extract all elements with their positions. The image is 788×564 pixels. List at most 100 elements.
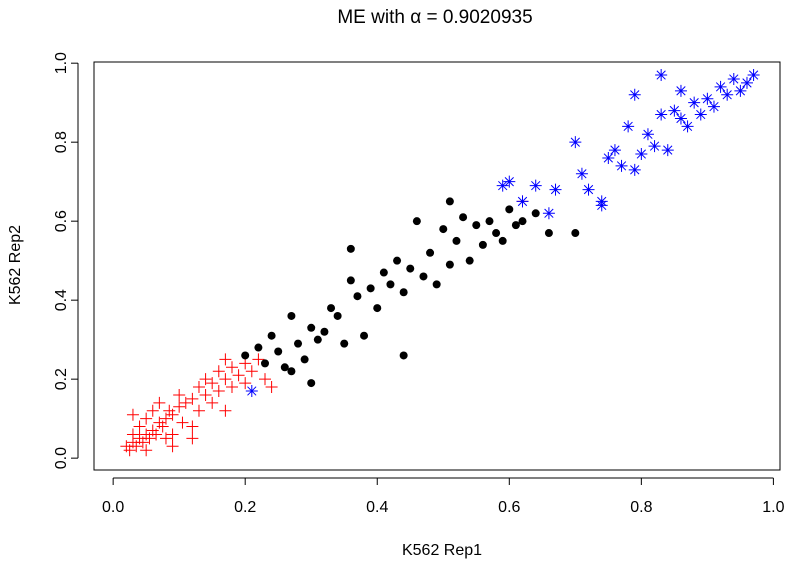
- point: [143, 432, 156, 445]
- point: [628, 88, 641, 101]
- point: [668, 104, 681, 117]
- point: [694, 108, 707, 121]
- point: [734, 84, 747, 97]
- point: [173, 388, 186, 401]
- point: [287, 367, 296, 376]
- point: [232, 369, 245, 382]
- y-tick-label: 0.4: [53, 289, 70, 311]
- point: [608, 144, 621, 157]
- point: [478, 240, 487, 249]
- x-tick-label: 0.8: [630, 499, 652, 516]
- point: [582, 183, 595, 196]
- point: [199, 388, 212, 401]
- point: [399, 351, 408, 360]
- point: [156, 420, 169, 433]
- x-tick-label: 1.0: [762, 499, 784, 516]
- point: [445, 197, 454, 206]
- point: [173, 400, 186, 413]
- point: [126, 428, 139, 441]
- chart-title: ME with α = 0.9020935: [337, 7, 532, 28]
- point: [153, 396, 166, 409]
- point: [186, 420, 199, 433]
- point: [245, 385, 258, 398]
- point: [445, 260, 454, 269]
- point: [648, 140, 661, 153]
- point: [439, 225, 448, 234]
- point: [219, 373, 232, 386]
- point: [459, 213, 468, 222]
- point: [294, 339, 303, 348]
- point: [219, 353, 232, 366]
- point: [714, 80, 727, 93]
- point: [179, 396, 192, 409]
- point: [655, 108, 668, 121]
- point: [747, 69, 760, 82]
- point: [531, 209, 540, 218]
- point: [595, 199, 608, 212]
- point: [340, 339, 349, 348]
- point: [225, 361, 238, 374]
- point: [252, 353, 265, 366]
- point: [505, 205, 514, 214]
- point: [465, 256, 474, 265]
- point: [628, 163, 641, 176]
- point: [212, 365, 225, 378]
- x-tick-label: 0.4: [366, 499, 388, 516]
- point: [274, 347, 283, 356]
- point: [333, 311, 342, 320]
- point: [641, 128, 654, 141]
- point: [503, 175, 516, 188]
- point: [140, 412, 153, 425]
- point: [261, 359, 270, 368]
- point: [267, 331, 276, 340]
- x-tick-label: 0.6: [498, 499, 520, 516]
- point: [635, 148, 648, 161]
- point: [575, 167, 588, 180]
- point: [544, 229, 553, 238]
- point: [542, 207, 555, 220]
- point: [472, 221, 481, 230]
- point: [126, 408, 139, 421]
- point: [615, 159, 628, 172]
- point: [569, 136, 582, 149]
- point: [206, 396, 219, 409]
- point: [498, 236, 507, 245]
- point: [432, 280, 441, 289]
- y-tick-label: 0.0: [53, 447, 70, 469]
- point: [166, 408, 179, 421]
- y-tick-label: 0.2: [53, 368, 70, 390]
- point: [399, 288, 408, 297]
- point: [393, 256, 402, 265]
- point: [622, 120, 635, 133]
- point: [186, 432, 199, 445]
- point: [259, 373, 272, 386]
- point: [426, 248, 435, 257]
- point: [313, 335, 322, 344]
- point: [287, 311, 296, 320]
- point: [159, 412, 172, 425]
- point: [707, 100, 720, 113]
- point: [360, 331, 369, 340]
- y-tick-label: 0.8: [53, 131, 70, 153]
- point: [307, 323, 316, 332]
- point: [327, 304, 336, 313]
- point: [373, 304, 382, 313]
- point: [674, 84, 687, 97]
- point: [386, 280, 395, 289]
- point: [219, 404, 232, 417]
- point: [549, 183, 562, 196]
- y-tick-label: 0.6: [53, 210, 70, 232]
- x-axis-label: K562 Rep1: [402, 542, 482, 559]
- point: [146, 404, 159, 417]
- point: [701, 92, 714, 105]
- point: [412, 217, 421, 226]
- point: [254, 343, 263, 352]
- point: [133, 420, 146, 433]
- point: [496, 179, 509, 192]
- point: [300, 355, 309, 364]
- point: [140, 444, 153, 457]
- plot-box: [93, 61, 781, 471]
- point: [721, 88, 734, 101]
- point: [212, 385, 225, 398]
